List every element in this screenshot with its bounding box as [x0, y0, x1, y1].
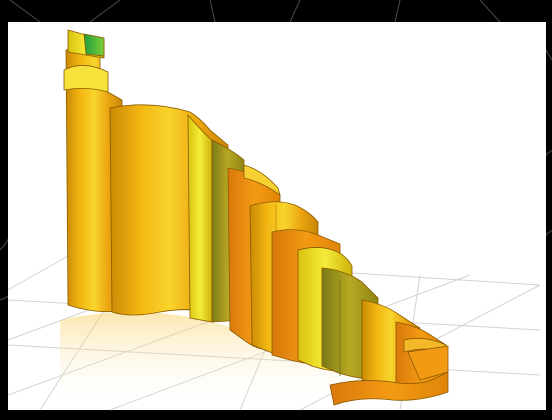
green-accent — [83, 33, 105, 57]
tall-left-curl — [63, 65, 109, 93]
front-low-panel — [329, 371, 449, 406]
front-right-block — [407, 345, 449, 381]
step-1-lip — [243, 164, 281, 196]
ribbon-group — [63, 29, 449, 406]
center-fold — [187, 113, 213, 323]
